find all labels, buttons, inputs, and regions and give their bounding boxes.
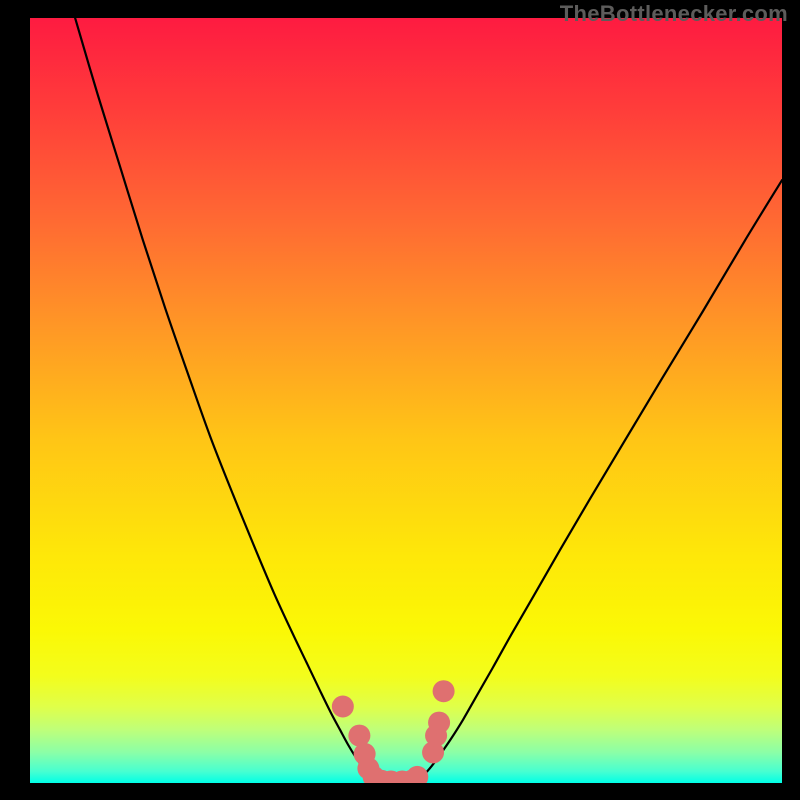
chart-container: TheBottlenecker.com bbox=[0, 0, 800, 800]
marker-point bbox=[332, 696, 354, 718]
plot-area bbox=[30, 18, 782, 783]
watermark-text: TheBottlenecker.com bbox=[560, 1, 788, 27]
chart-svg bbox=[30, 18, 782, 783]
marker-point bbox=[433, 680, 455, 702]
gradient-background bbox=[30, 18, 782, 783]
marker-point bbox=[428, 712, 450, 734]
